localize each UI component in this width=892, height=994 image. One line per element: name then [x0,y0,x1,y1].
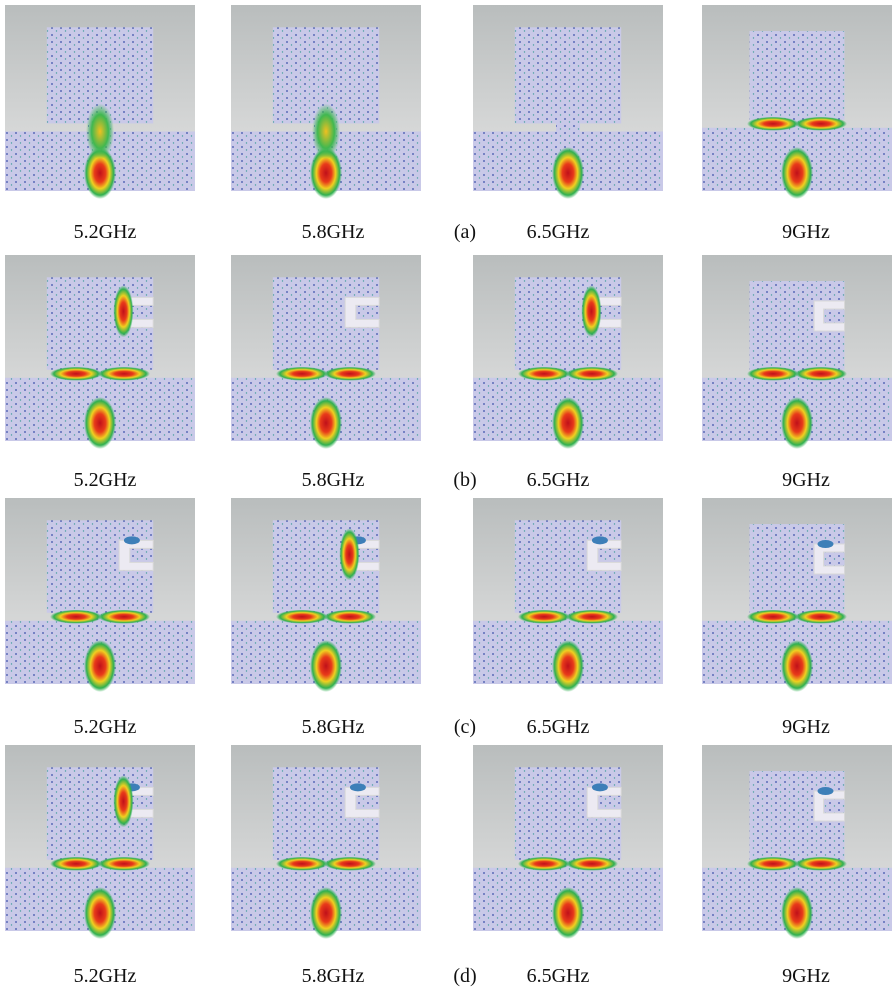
slot-hotspot [339,528,359,580]
current-plot [5,498,195,692]
current-plot [231,498,421,692]
frequency-label: 5.8GHz [302,716,365,738]
current-plot [473,255,663,449]
frequency-label: 9GHz [782,469,830,491]
feed-hotspot [552,147,584,199]
diode [592,536,608,544]
slot-hotspot [113,775,133,827]
frequency-label: 9GHz [782,965,830,987]
diode [818,540,834,548]
current-plot [473,745,663,939]
row-label: (d) [453,965,476,987]
feed-hotspot [552,640,584,692]
feed-hotspot [310,887,342,939]
feed-hotspot [781,397,813,449]
frequency-label: 5.8GHz [302,221,365,243]
frequency-label: 5.2GHz [74,469,137,491]
feed-hotspot [781,147,813,199]
edge-hotspot [276,610,328,624]
edge-hotspot [276,367,328,381]
frequency-label: 5.2GHz [74,965,137,987]
edge-hotspot [50,367,102,381]
edge-hotspot [747,857,799,871]
diode [124,536,140,544]
patch [515,27,621,123]
current-plot [702,498,892,692]
edge-hotspot [518,610,570,624]
edge-hotspot [795,857,847,871]
edge-hotspot [566,367,618,381]
edge-hotspot [747,117,799,131]
frequency-label: 6.5GHz [527,716,590,738]
figure: 5.2GHz 5.8GHz 6.5GHz 9GHz (a) 5.2GHz 5.8GHz 6.5… [0,0,892,994]
feed-hotspot [552,887,584,939]
neck-hotspot [86,103,114,159]
row-label: (b) [453,469,476,491]
edge-hotspot [566,610,618,624]
frequency-label: 6.5GHz [527,965,590,987]
edge-hotspot [747,367,799,381]
edge-hotspot [276,857,328,871]
edge-hotspot [795,367,847,381]
diode [350,783,366,791]
edge-hotspot [50,610,102,624]
edge-hotspot [98,857,150,871]
edge-hotspot [98,367,150,381]
feed-hotspot [781,887,813,939]
frequency-label: 9GHz [782,716,830,738]
feed-hotspot [552,397,584,449]
edge-hotspot [324,367,376,381]
feed-hotspot [310,640,342,692]
frequency-label: 5.8GHz [302,469,365,491]
patch [750,31,845,120]
frequency-label: 9GHz [782,221,830,243]
current-plot [5,5,195,199]
edge-hotspot [324,610,376,624]
slot-hotspot [581,285,601,337]
frequency-label: 6.5GHz [527,469,590,491]
frequency-label: 5.2GHz [74,716,137,738]
frequency-label: 6.5GHz [527,221,590,243]
current-plot [231,5,421,199]
edge-hotspot [747,610,799,624]
frequency-label: 5.2GHz [74,221,137,243]
neck-hotspot [312,103,340,159]
current-plot [473,5,663,199]
edge-hotspot [795,610,847,624]
edge-hotspot [324,857,376,871]
current-plot [5,255,195,449]
feed-hotspot [781,640,813,692]
edge-hotspot [795,117,847,131]
current-plot [702,745,892,939]
current-plot [702,255,892,449]
slot-hotspot [113,285,133,337]
feed-hotspot [84,397,116,449]
row-label: (c) [454,716,476,738]
current-plot [231,255,421,449]
feed-hotspot [84,887,116,939]
edge-hotspot [518,857,570,871]
current-plot [231,745,421,939]
current-plot [473,498,663,692]
feed-hotspot [310,397,342,449]
edge-hotspot [98,610,150,624]
edge-hotspot [50,857,102,871]
diode [592,783,608,791]
feed-hotspot [84,640,116,692]
current-plot [702,5,892,199]
row-label: (a) [454,221,476,243]
frequency-label: 5.8GHz [302,965,365,987]
edge-hotspot [566,857,618,871]
diode [818,787,834,795]
edge-hotspot [518,367,570,381]
current-plot [5,745,195,939]
